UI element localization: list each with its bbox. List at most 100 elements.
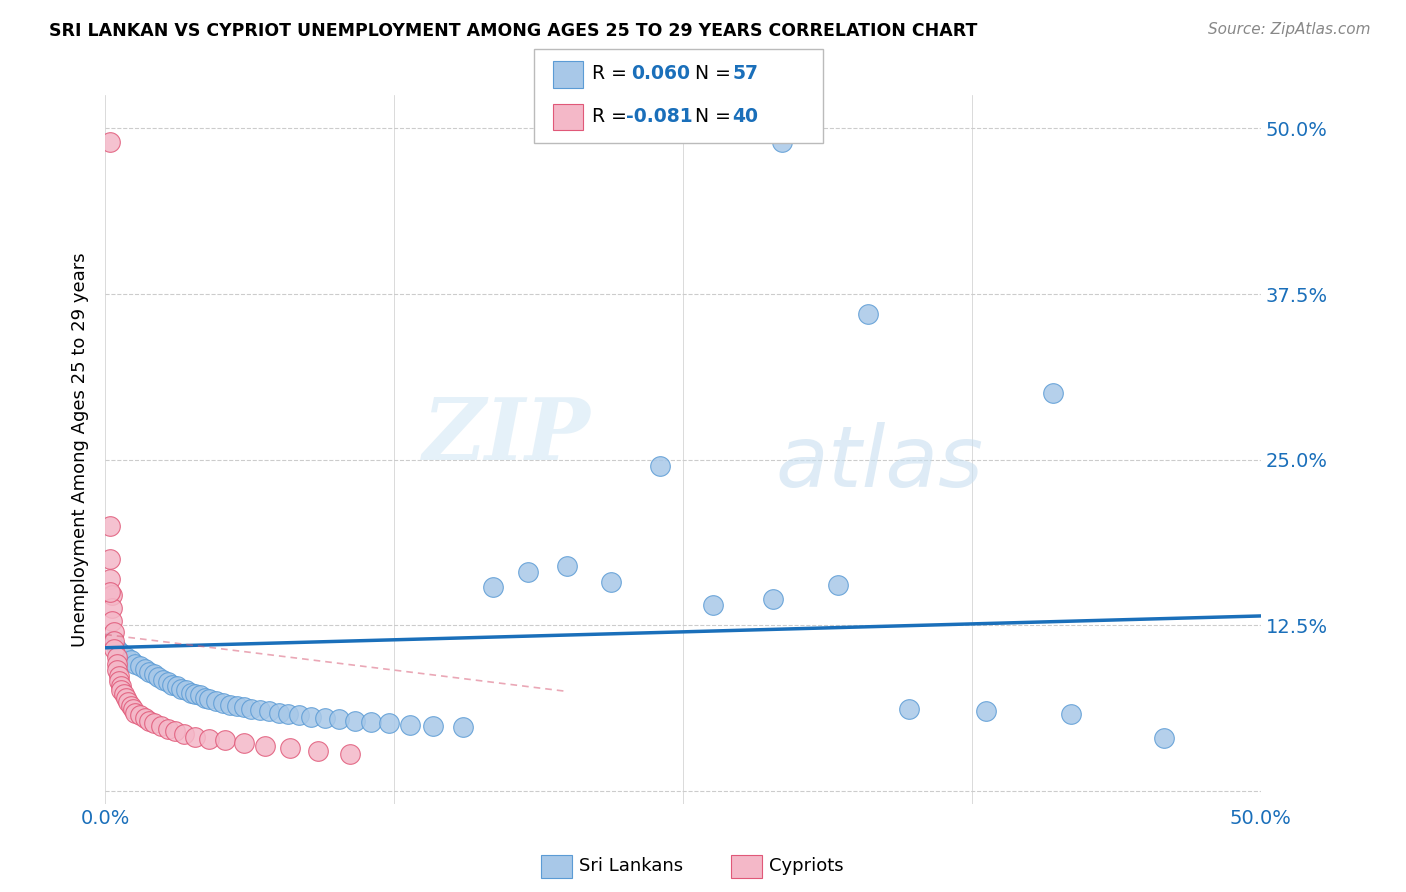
- Point: [115, 650, 138, 665]
- Text: R =: R =: [592, 64, 633, 83]
- Point: [98, 519, 121, 533]
- Point: [120, 699, 142, 714]
- Point: [173, 727, 195, 741]
- Point: [115, 691, 138, 706]
- Point: [124, 657, 146, 671]
- Point: [180, 686, 202, 700]
- Point: [212, 697, 235, 711]
- Point: [103, 642, 125, 657]
- Point: [98, 135, 121, 149]
- Point: [142, 667, 165, 681]
- Point: [1153, 731, 1175, 745]
- Point: [378, 716, 401, 731]
- Point: [399, 717, 422, 731]
- Point: [259, 704, 281, 718]
- Point: [267, 706, 290, 720]
- Point: [517, 566, 540, 580]
- Point: [278, 741, 301, 756]
- Point: [149, 719, 172, 733]
- Point: [974, 704, 997, 718]
- Point: [174, 683, 197, 698]
- Point: [98, 572, 121, 586]
- Point: [453, 720, 475, 734]
- Point: [128, 708, 150, 723]
- Point: [827, 578, 849, 592]
- Text: Cypriots: Cypriots: [769, 857, 844, 875]
- Point: [253, 739, 276, 753]
- Point: [110, 646, 132, 660]
- Text: SRI LANKAN VS CYPRIOT UNEMPLOYMENT AMONG AGES 25 TO 29 YEARS CORRELATION CHART: SRI LANKAN VS CYPRIOT UNEMPLOYMENT AMONG…: [49, 22, 977, 40]
- Point: [170, 681, 193, 696]
- Point: [226, 699, 249, 714]
- Point: [482, 580, 505, 594]
- Point: [138, 714, 160, 728]
- Point: [142, 716, 165, 731]
- Point: [128, 659, 150, 673]
- Point: [108, 668, 131, 682]
- Point: [152, 673, 174, 687]
- Point: [134, 711, 156, 725]
- Point: [103, 634, 125, 648]
- Text: 40: 40: [733, 106, 758, 126]
- Point: [232, 736, 254, 750]
- Point: [134, 662, 156, 676]
- Point: [120, 653, 142, 667]
- Point: [422, 719, 444, 733]
- Point: [138, 665, 160, 679]
- Point: [148, 670, 170, 684]
- Point: [98, 552, 121, 566]
- Point: [112, 687, 135, 701]
- Point: [194, 691, 217, 706]
- Text: Sri Lankans: Sri Lankans: [579, 857, 683, 875]
- Text: 57: 57: [733, 64, 758, 83]
- Point: [702, 599, 724, 613]
- Point: [360, 714, 382, 729]
- Point: [124, 706, 146, 720]
- Text: N =: N =: [683, 106, 737, 126]
- Text: 0.060: 0.060: [631, 64, 690, 83]
- Point: [101, 588, 124, 602]
- Point: [98, 585, 121, 599]
- Point: [1042, 386, 1064, 401]
- Point: [328, 712, 350, 726]
- Text: -0.081: -0.081: [626, 106, 692, 126]
- Y-axis label: Unemployment Among Ages 25 to 29 years: Unemployment Among Ages 25 to 29 years: [72, 252, 89, 647]
- Point: [156, 722, 179, 736]
- Point: [277, 706, 299, 721]
- Text: ZIP: ZIP: [423, 393, 591, 477]
- Point: [105, 657, 128, 671]
- Point: [105, 642, 128, 657]
- Point: [249, 703, 271, 717]
- Point: [188, 689, 211, 703]
- Point: [184, 687, 207, 701]
- Point: [156, 675, 179, 690]
- Point: [101, 634, 124, 648]
- Text: Source: ZipAtlas.com: Source: ZipAtlas.com: [1208, 22, 1371, 37]
- Point: [557, 558, 579, 573]
- Point: [122, 701, 145, 715]
- Text: N =: N =: [683, 64, 737, 83]
- Point: [198, 732, 221, 747]
- Point: [105, 663, 128, 677]
- Point: [163, 724, 186, 739]
- Point: [239, 701, 262, 715]
- Point: [288, 708, 311, 723]
- Point: [110, 683, 132, 698]
- Point: [160, 678, 183, 692]
- Point: [117, 695, 139, 709]
- Point: [299, 709, 322, 723]
- Point: [343, 714, 366, 728]
- Point: [307, 744, 329, 758]
- Point: [103, 624, 125, 639]
- Text: R =: R =: [592, 106, 633, 126]
- Point: [101, 614, 124, 628]
- Point: [166, 679, 188, 693]
- Point: [232, 700, 254, 714]
- Point: [198, 692, 221, 706]
- Point: [108, 673, 131, 688]
- Point: [219, 698, 242, 712]
- Point: [898, 701, 921, 715]
- Point: [770, 135, 793, 149]
- Point: [339, 747, 361, 761]
- Point: [110, 679, 132, 693]
